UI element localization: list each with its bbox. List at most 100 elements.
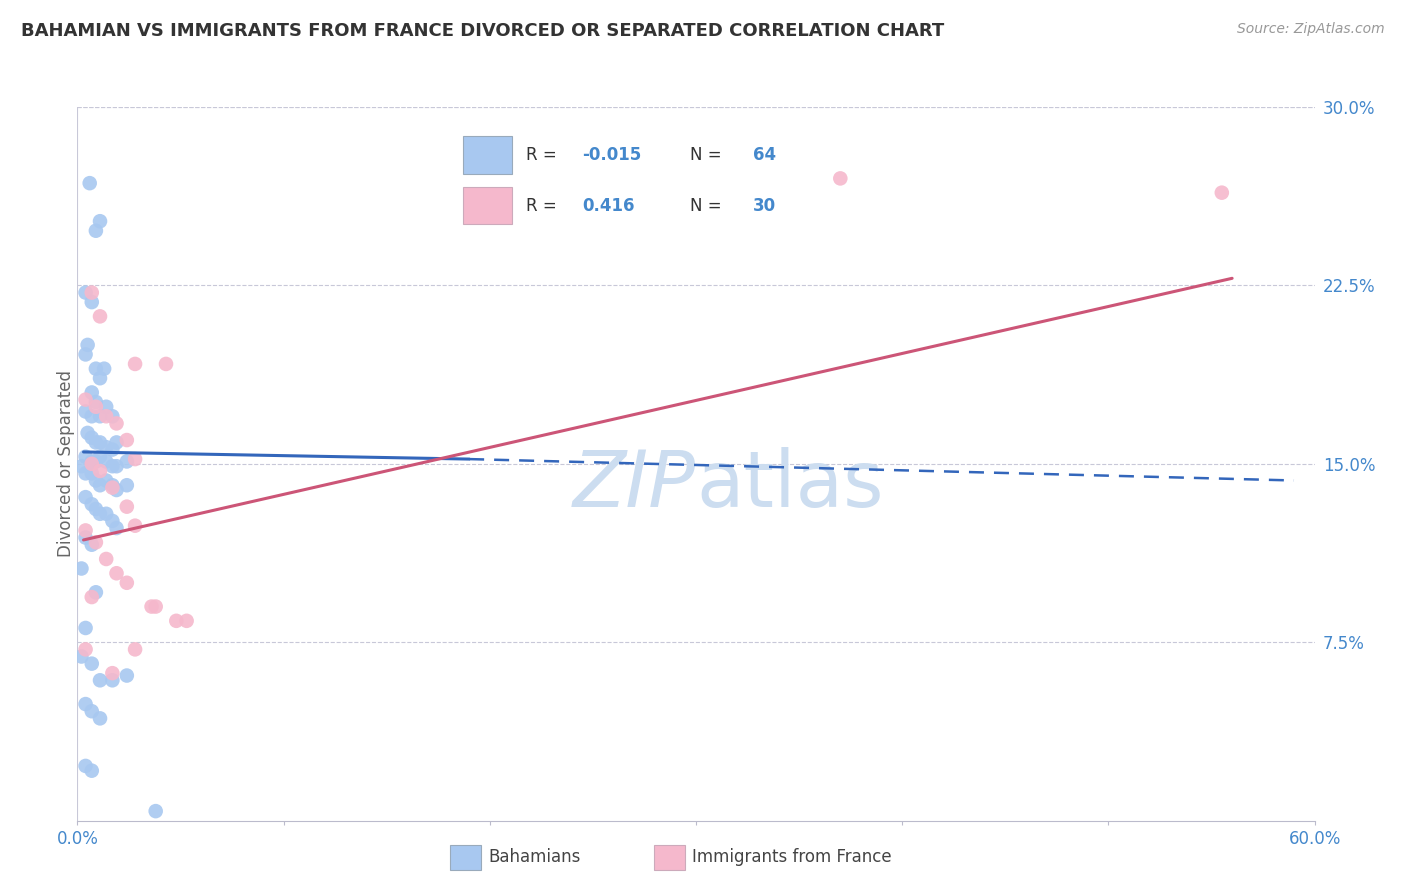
Point	[89, 450, 111, 464]
Point	[105, 521, 128, 535]
Point	[75, 531, 97, 545]
Point	[75, 697, 97, 711]
Point	[80, 431, 103, 445]
Point	[79, 176, 101, 190]
Point	[89, 464, 111, 478]
Point	[84, 474, 107, 488]
Point	[89, 711, 111, 725]
Point	[84, 502, 107, 516]
Point	[176, 614, 198, 628]
Point	[80, 285, 103, 300]
Point	[84, 435, 107, 450]
Point	[75, 642, 97, 657]
Point	[89, 673, 111, 688]
Point	[115, 433, 138, 447]
Point	[84, 585, 107, 599]
Point	[105, 459, 128, 474]
Text: Source: ZipAtlas.com: Source: ZipAtlas.com	[1237, 22, 1385, 37]
Point	[75, 524, 97, 538]
Point	[145, 599, 167, 614]
Point	[1211, 186, 1233, 200]
Point	[115, 575, 138, 590]
Point	[80, 454, 103, 468]
Point	[105, 483, 128, 497]
Point	[89, 435, 111, 450]
Point	[84, 400, 107, 414]
Point	[145, 804, 167, 818]
Point	[101, 409, 124, 424]
Point	[80, 764, 103, 778]
Point	[84, 361, 107, 376]
Point	[93, 361, 115, 376]
Point	[80, 409, 103, 424]
Point	[89, 371, 111, 385]
Point	[89, 478, 111, 492]
Point	[70, 459, 93, 474]
Point	[75, 450, 97, 464]
Point	[75, 392, 97, 407]
Point	[101, 478, 124, 492]
Y-axis label: Divorced or Separated: Divorced or Separated	[58, 370, 75, 558]
Text: ZIP: ZIP	[574, 447, 696, 524]
Point	[101, 481, 124, 495]
Point	[101, 514, 124, 528]
Point	[830, 171, 852, 186]
Point	[105, 566, 128, 581]
Point	[84, 454, 107, 468]
Point	[115, 668, 138, 682]
Point	[75, 347, 97, 361]
Point	[96, 409, 118, 424]
Point	[141, 599, 163, 614]
Point	[101, 666, 124, 681]
Point	[75, 621, 97, 635]
Point	[105, 435, 128, 450]
Point	[96, 552, 118, 566]
Text: Bahamians: Bahamians	[488, 848, 581, 866]
Point	[80, 497, 103, 511]
Point	[75, 404, 97, 418]
Point	[124, 452, 146, 467]
Point	[84, 535, 107, 549]
Point	[155, 357, 177, 371]
Point	[80, 657, 103, 671]
Point	[80, 457, 103, 471]
Point	[96, 440, 118, 454]
Point	[80, 385, 103, 400]
Point	[101, 673, 124, 688]
Point	[80, 538, 103, 552]
Point	[70, 649, 93, 664]
Point	[80, 295, 103, 310]
Point	[70, 561, 93, 575]
Text: atlas: atlas	[696, 447, 883, 524]
Text: Immigrants from France: Immigrants from France	[692, 848, 891, 866]
Point	[75, 467, 97, 481]
Point	[124, 518, 146, 533]
Point	[89, 214, 111, 228]
Point	[75, 759, 97, 773]
Point	[115, 500, 138, 514]
Point	[101, 442, 124, 457]
Point	[75, 285, 97, 300]
Point	[80, 590, 103, 604]
Point	[89, 409, 111, 424]
Point	[115, 454, 138, 468]
Point	[89, 507, 111, 521]
Point	[165, 614, 187, 628]
Text: BAHAMIAN VS IMMIGRANTS FROM FRANCE DIVORCED OR SEPARATED CORRELATION CHART: BAHAMIAN VS IMMIGRANTS FROM FRANCE DIVOR…	[21, 22, 945, 40]
Point	[84, 395, 107, 409]
Point	[124, 642, 146, 657]
Point	[96, 474, 118, 488]
Point	[101, 459, 124, 474]
Point	[96, 454, 118, 468]
Point	[89, 310, 111, 324]
Point	[105, 417, 128, 431]
Point	[115, 478, 138, 492]
Point	[96, 507, 118, 521]
Point	[80, 467, 103, 481]
Point	[75, 490, 97, 504]
Point	[76, 338, 98, 352]
Point	[76, 425, 98, 440]
Point	[96, 400, 118, 414]
Point	[124, 357, 146, 371]
Point	[84, 224, 107, 238]
